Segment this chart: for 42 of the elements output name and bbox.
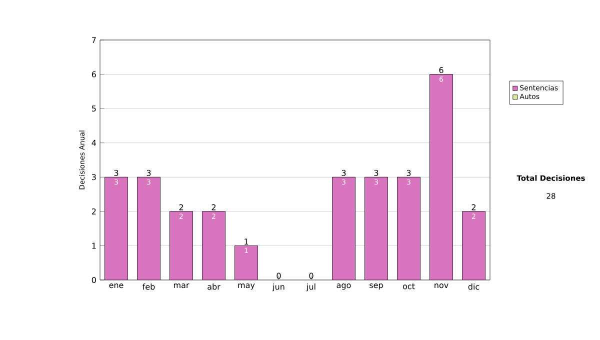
bar: [234, 246, 258, 280]
bar: [137, 176, 160, 280]
bar: [332, 177, 356, 280]
total-label: 3: [114, 170, 118, 176]
bar: [104, 176, 128, 280]
x-tick-label: ene: [109, 284, 124, 288]
y-tick-label: 2: [92, 208, 96, 214]
total-label: 2: [472, 204, 476, 210]
bar: [430, 74, 453, 280]
total-label: 3: [406, 170, 411, 176]
x-tick-label: ago: [336, 284, 351, 290]
total-label: 6: [439, 67, 444, 74]
x-tick-label: may: [238, 284, 255, 290]
y-tick-label: 0: [92, 276, 96, 284]
total-label: 3: [146, 170, 151, 176]
bar: [397, 177, 420, 280]
bar: [364, 177, 388, 280]
y-tick-label: 3: [92, 174, 96, 180]
x-tick-label: abr: [208, 284, 220, 290]
total-label: 0: [309, 272, 314, 279]
x-tick-label: nov: [434, 284, 448, 288]
y-tick-label: 5: [92, 106, 96, 112]
total-label: 0: [276, 272, 281, 279]
total-label: 1: [244, 238, 248, 244]
total-label: 2: [179, 204, 183, 210]
total-label: 3: [374, 170, 378, 176]
x-tick-label: oct: [402, 284, 415, 290]
y-tick-label: 4: [92, 140, 96, 146]
bar: [170, 211, 193, 280]
y-tick-label: 6: [92, 71, 96, 78]
x-tick-label: mar: [174, 284, 190, 288]
y-tick-label: 7: [92, 37, 96, 43]
x-tick-label: jun: [272, 284, 284, 292]
total-label: 2: [212, 204, 216, 210]
x-tick-label: dic: [468, 284, 480, 290]
x-tick-label: jul: [306, 284, 316, 292]
bar: [202, 211, 226, 280]
x-tick-label: sep: [370, 284, 383, 290]
total-label: 3: [342, 170, 346, 176]
bar: [462, 211, 486, 280]
x-tick-label: feb: [142, 284, 155, 290]
y-tick-label: 1: [92, 242, 96, 249]
